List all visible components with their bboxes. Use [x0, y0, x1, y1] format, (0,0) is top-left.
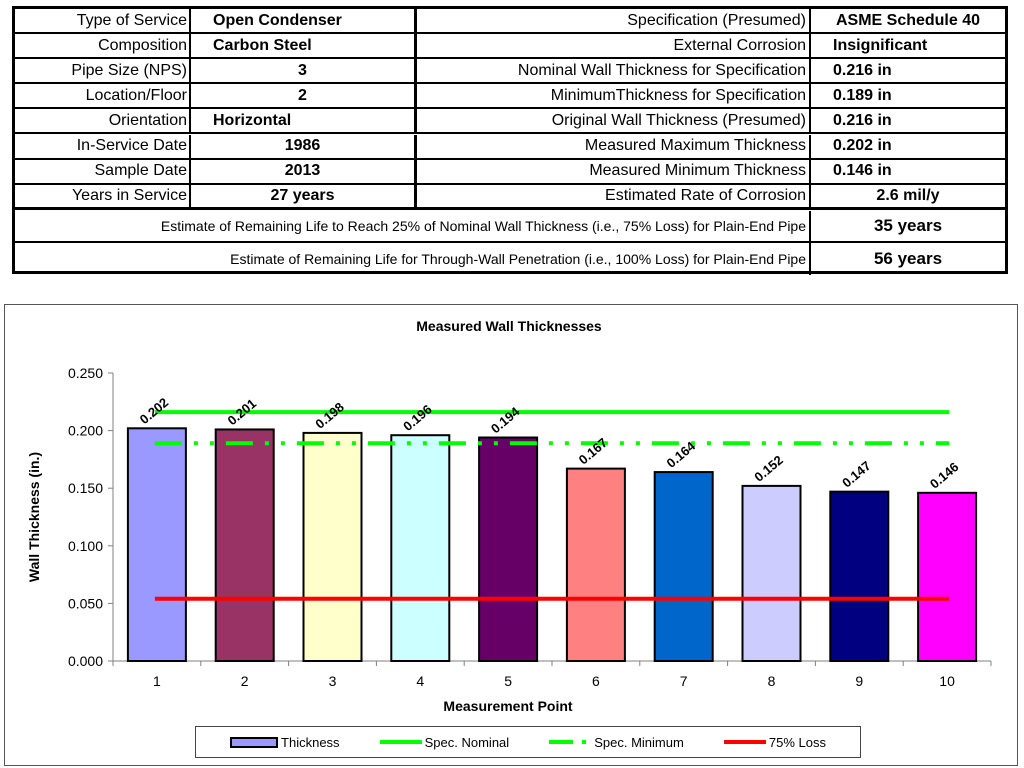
field-label: Nominal Wall Thickness for Specification — [417, 59, 811, 83]
legend-item-spec-nominal: Spec. Nominal — [379, 734, 510, 750]
field-value: 2 — [191, 84, 417, 108]
legend-label: Spec. Minimum — [594, 734, 684, 750]
x-tick-label: 5 — [504, 673, 512, 689]
field-label: Measured Minimum Thickness — [417, 159, 811, 183]
bar-point-7 — [653, 471, 714, 662]
legend-item-thickness: Thickness — [230, 735, 340, 750]
y-axis-title: Wall Thickness (in.) — [26, 452, 42, 582]
y-tick-label: 0.150 — [68, 480, 103, 496]
x-tick-label: 10 — [939, 673, 955, 689]
field-value: Horizontal — [191, 109, 417, 133]
field-label: Estimated Rate of Corrosion — [417, 184, 811, 207]
x-tick-label: 2 — [241, 673, 249, 689]
y-tick-label: 0.250 — [68, 365, 103, 381]
legend-item-spec-minimum: Spec. Minimum — [549, 735, 684, 750]
x-tick-label: 1 — [153, 673, 161, 689]
field-value: 0.216 in — [833, 111, 892, 129]
bar-point-5 — [478, 436, 539, 662]
estimate-row: Estimate of Remaining Life for Through-W… — [15, 242, 1005, 275]
estimate-value: 56 years — [873, 248, 943, 268]
y-tick-label: 0.100 — [68, 538, 103, 554]
legend-item-75-loss: 75% Loss — [723, 734, 826, 750]
field-label: Specification (Presumed) — [417, 9, 811, 33]
field-value: 2013 — [191, 159, 417, 183]
bar-point-4 — [390, 434, 451, 662]
field-value: 0.216 in — [833, 61, 892, 79]
chart-svg: Measured Wall Thicknesses Wall Thickness… — [26, 318, 992, 714]
table-row: Location/Floor 2 MinimumThickness for Spec… — [15, 84, 1005, 110]
field-label: Orientation — [15, 109, 191, 133]
field-label: Location/Floor — [15, 84, 191, 108]
field-value: Carbon Steel — [191, 34, 417, 58]
legend-label: 75% Loss — [768, 734, 826, 750]
x-tick-label: 8 — [768, 673, 776, 689]
data-label: 0.167 — [576, 435, 611, 467]
bar-point-1 — [126, 427, 187, 662]
legend-label: Spec. Nominal — [424, 734, 510, 750]
x-tick-label: 4 — [416, 673, 424, 689]
table-row: Pipe Size (NPS) 3 Nominal Wall Thickness f… — [15, 59, 1005, 85]
chart-frame: Measured Wall Thicknesses Wall Thickness… — [4, 304, 1018, 766]
bar-point-3 — [302, 431, 363, 662]
chart-title: Measured Wall Thicknesses — [416, 318, 602, 334]
table-row: Sample Date 2013 Measured Minimum Thicknes… — [15, 159, 1005, 185]
field-value: 1986 — [191, 134, 417, 158]
legend-swatch-spec-nominal — [379, 740, 422, 744]
legend-label: Thickness — [281, 734, 340, 750]
y-tick-label: 0.200 — [68, 423, 103, 439]
bar-point-2 — [214, 428, 275, 662]
table-row: Type of Service Open Condenser Specificati… — [15, 9, 1005, 35]
bar-point-6 — [565, 467, 626, 662]
chart-legend: Thickness Spec. Nominal Spec. Minimum 75… — [195, 726, 861, 758]
bar-point-10 — [917, 491, 978, 662]
estimate-value: 35 years — [873, 215, 943, 235]
bar-point-8 — [741, 484, 802, 662]
field-value: 3 — [191, 59, 417, 83]
x-tick-label: 7 — [680, 673, 688, 689]
data-label: 0.198 — [312, 399, 347, 431]
x-tick-label: 3 — [329, 673, 337, 689]
table-row: Composition Carbon Steel External Corrosio… — [15, 34, 1005, 60]
field-value: ASME Schedule 40 — [835, 11, 981, 29]
y-tick-label: 0.050 — [68, 595, 103, 611]
field-label: Composition — [15, 34, 191, 58]
table-row: Years in Service 27 years Estimated Rate o… — [15, 184, 1005, 210]
field-label: Original Wall Thickness (Presumed) — [417, 109, 811, 133]
field-label: In-Service Date — [15, 134, 191, 158]
data-label: 0.194 — [488, 403, 523, 436]
field-value: 2.6 mil/y — [876, 186, 940, 204]
field-label: Pipe Size (NPS) — [15, 59, 191, 83]
field-label: Measured Maximum Thickness — [417, 134, 811, 158]
field-value: 0.146 in — [833, 162, 892, 180]
legend-swatch-75-loss — [723, 740, 766, 744]
field-label: Sample Date — [15, 159, 191, 183]
field-label: Type of Service — [15, 9, 191, 33]
field-label: MinimumThickness for Specification — [417, 84, 811, 108]
data-label: 0.147 — [839, 458, 874, 490]
legend-swatch-spec-minimum — [549, 740, 591, 744]
data-label: 0.146 — [927, 459, 962, 491]
field-value: 0.202 in — [833, 137, 892, 155]
data-label: 0.152 — [751, 452, 786, 484]
field-value: 27 years — [191, 184, 417, 207]
x-tick-label: 9 — [855, 673, 863, 689]
table-row: Orientation Horizontal Original Wall Thick… — [15, 109, 1005, 135]
data-label: 0.196 — [400, 402, 435, 434]
bar-point-9 — [829, 490, 890, 662]
x-axis-title: Measurement Point — [443, 698, 572, 714]
y-tick-label: 0.000 — [68, 653, 103, 669]
field-value: Open Condenser — [191, 9, 417, 33]
estimate-label: Estimate of Remaining Life to Reach 25% … — [15, 210, 811, 241]
field-label: Years in Service — [15, 184, 191, 207]
summary-table: Type of Service Open Condenser Specificati… — [12, 6, 1008, 275]
estimate-row: Estimate of Remaining Life to Reach 25% … — [15, 210, 1005, 243]
field-label: External Corrosion — [417, 34, 811, 58]
table-row: In-Service Date 1986 Measured Maximum Thic… — [15, 134, 1005, 160]
field-value: Insignificant — [833, 36, 928, 54]
x-tick-label: 6 — [592, 673, 600, 689]
estimate-label: Estimate of Remaining Life for Through-W… — [15, 242, 811, 275]
legend-swatch-thickness — [230, 736, 279, 748]
field-value: 0.189 in — [833, 86, 892, 104]
